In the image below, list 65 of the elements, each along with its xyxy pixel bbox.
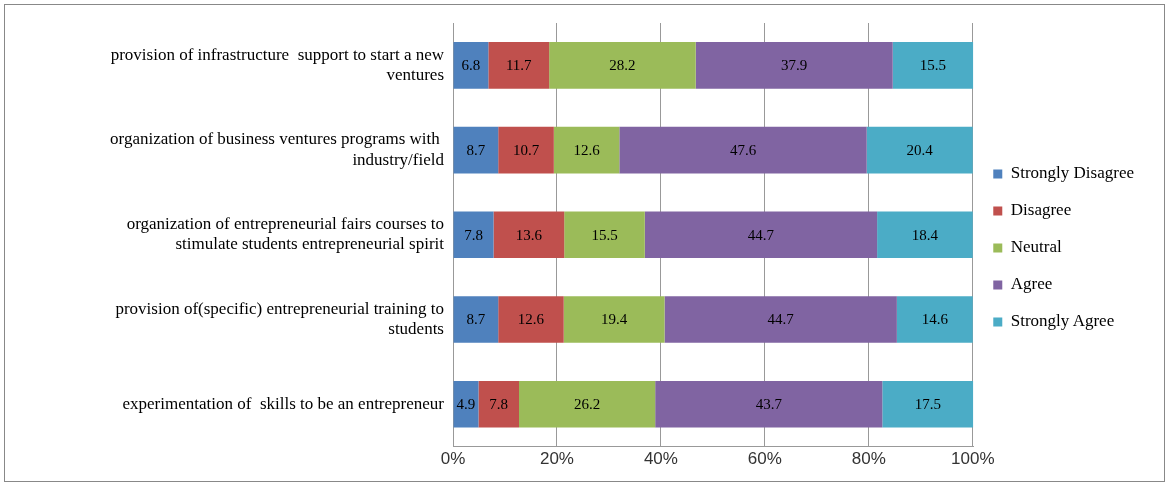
bar bbox=[553, 126, 620, 174]
x-tick-label: 80% bbox=[851, 449, 886, 469]
data-label: 10.7 bbox=[512, 142, 540, 159]
bar bbox=[493, 211, 565, 259]
bar bbox=[695, 42, 893, 89]
data-label: 28.2 bbox=[609, 57, 636, 74]
data-label: 8.7 bbox=[466, 142, 486, 159]
bar bbox=[453, 211, 494, 259]
data-label: 17.5 bbox=[914, 396, 941, 413]
bar bbox=[882, 380, 974, 428]
legend-label: Agree bbox=[1010, 274, 1053, 294]
data-label: 44.7 bbox=[767, 311, 795, 328]
legend-label: Disagree bbox=[1010, 200, 1072, 220]
x-tick-label: 100% bbox=[951, 449, 995, 469]
bar bbox=[563, 296, 665, 343]
data-label: 7.8 bbox=[464, 226, 483, 243]
bar bbox=[519, 380, 656, 428]
x-tick-label: 0% bbox=[440, 449, 466, 469]
data-label: 20.4 bbox=[906, 142, 934, 159]
y-tick-label: organization of business ventures programs with industry/field bbox=[110, 129, 445, 169]
data-label: 47.6 bbox=[729, 142, 757, 159]
legend-label: Neutral bbox=[1010, 237, 1063, 257]
data-label: 12.6 bbox=[573, 142, 601, 159]
data-label: 15.5 bbox=[919, 57, 947, 74]
data-label: 18.4 bbox=[911, 226, 939, 243]
y-tick-label: provision of(specific) entrepreneurial training to students bbox=[115, 298, 444, 339]
data-label: 12.6 bbox=[517, 311, 545, 328]
data-label: 44.7 bbox=[747, 226, 775, 243]
bar bbox=[453, 296, 499, 343]
data-label: 14.6 bbox=[921, 311, 949, 328]
bar bbox=[644, 211, 878, 259]
x-tick-label: 60% bbox=[747, 449, 782, 469]
bar bbox=[877, 211, 973, 259]
bar bbox=[478, 380, 520, 428]
x-tick-label: 40% bbox=[643, 449, 678, 469]
data-label: 13.6 bbox=[515, 226, 543, 243]
data-label: 6.8 bbox=[461, 57, 481, 74]
bar bbox=[453, 126, 499, 174]
bar bbox=[866, 126, 973, 174]
bar bbox=[453, 42, 489, 89]
data-label: 37.9 bbox=[781, 57, 808, 74]
bar bbox=[564, 211, 645, 259]
bar bbox=[619, 126, 867, 174]
bar bbox=[896, 296, 973, 343]
bar bbox=[549, 42, 696, 89]
bar bbox=[892, 42, 974, 89]
data-label: 4.9 bbox=[456, 396, 476, 413]
y-tick-label: experimentation of skills to be an entrepreneur bbox=[122, 393, 445, 413]
bar bbox=[498, 296, 564, 343]
legend-label: Strongly Agree bbox=[1010, 311, 1115, 331]
data-label: 7.8 bbox=[489, 396, 509, 413]
bar bbox=[664, 296, 897, 343]
y-tick-label: organization of entrepreneurial fairs courses to stimulate students entrepreneurial spirit bbox=[126, 214, 445, 254]
x-tick-label: 20% bbox=[539, 449, 574, 469]
bar bbox=[488, 42, 550, 89]
data-label: 8.7 bbox=[466, 311, 486, 328]
data-label: 26.2 bbox=[573, 396, 601, 413]
bar bbox=[498, 126, 554, 174]
legend-label: Strongly Disagree bbox=[1010, 163, 1135, 183]
data-label: 43.7 bbox=[755, 396, 783, 413]
data-label: 15.5 bbox=[591, 226, 618, 243]
bar bbox=[655, 380, 883, 428]
data-label: 11.7 bbox=[505, 57, 533, 74]
y-tick-label: provision of infrastructure support to start a new ventures bbox=[110, 44, 445, 85]
data-label: 19.4 bbox=[601, 311, 628, 328]
